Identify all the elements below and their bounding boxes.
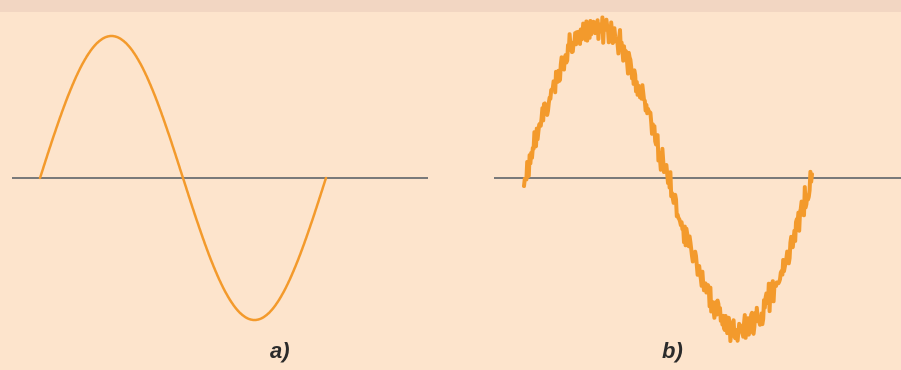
clean-sine-wave (38, 34, 328, 322)
top-band (0, 0, 901, 12)
noisy-sine-wave (522, 15, 814, 343)
panel-b (494, 15, 901, 343)
panel-a-caption: a) (270, 338, 290, 363)
panel-a (12, 34, 428, 322)
panel-b-caption: b) (662, 338, 683, 363)
